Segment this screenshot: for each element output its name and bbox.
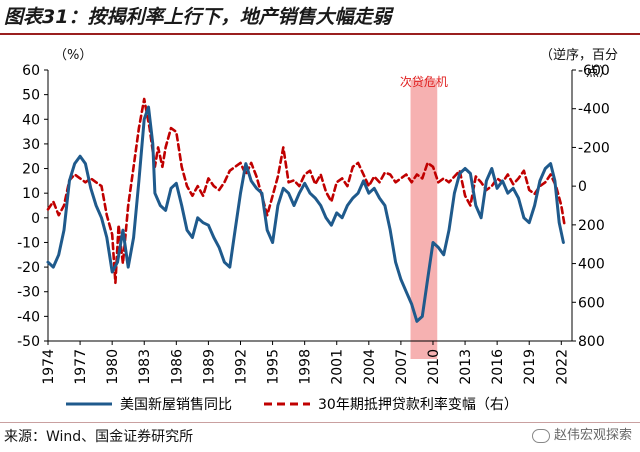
right-axis-unit-line1: （逆序，百分	[540, 48, 619, 63]
right-tick-label: 400	[578, 257, 605, 273]
source-note: 来源：Wind、国金证券研究所	[4, 429, 194, 445]
series-line-mortgage-rate	[46, 97, 566, 285]
right-tick-label: 600	[578, 295, 605, 311]
left-axis-unit: （%）	[54, 48, 93, 63]
x-tick-label: 2001	[330, 349, 346, 385]
watermark-text: 赵伟宏观探索	[553, 428, 632, 443]
left-tick-label: 50	[22, 88, 40, 104]
x-tick-label: 1989	[201, 349, 217, 385]
left-tick-label: 40	[22, 112, 40, 128]
left-tick-label: 10	[22, 186, 40, 202]
annotation-label: 次贷危机	[400, 75, 448, 89]
left-tick-label: 20	[22, 162, 40, 178]
left-tick-label: -20	[17, 260, 40, 276]
right-tick-label: 800	[578, 334, 605, 350]
x-tick-label: 1986	[169, 349, 185, 385]
right-tick-label: -200	[578, 140, 610, 156]
page-title: 图表31：按揭利率上行下，地产销售大幅走弱	[4, 6, 392, 28]
x-tick-label: 1983	[137, 349, 153, 385]
series-line-new-home-sales	[46, 105, 565, 323]
legend-label-rate: 30年期抵押贷款利率变幅（右）	[318, 396, 518, 413]
legend-label-sales: 美国新屋销售同比	[120, 397, 232, 413]
left-tick-label: 0	[31, 211, 40, 227]
x-tick-label: 2022	[554, 349, 570, 385]
left-tick-label: 30	[22, 137, 40, 153]
left-tick-label: -30	[17, 285, 40, 301]
watermark: 赵伟宏观探索	[531, 424, 632, 443]
x-tick-label: 1977	[73, 349, 89, 385]
left-tick-label: -50	[17, 334, 40, 350]
x-tick-label: 2019	[522, 349, 538, 385]
x-tick-label: 1995	[266, 349, 282, 385]
x-tick-label: 2007	[394, 349, 410, 385]
x-tick-label: 1992	[233, 349, 249, 385]
left-tick-label: -40	[17, 309, 40, 325]
right-tick-label: -600	[578, 63, 610, 79]
wechat-icon	[531, 428, 550, 443]
title-divider	[0, 33, 640, 35]
x-tick-label: 1974	[41, 349, 57, 385]
right-tick-label: -400	[578, 102, 610, 118]
left-tick-label: 60	[22, 63, 40, 79]
right-axis-unit-line2: 点）	[586, 65, 613, 80]
x-tick-label: 2004	[362, 349, 378, 385]
source-divider	[0, 422, 640, 423]
x-tick-label: 2016	[490, 349, 506, 385]
x-tick-label: 1980	[105, 349, 121, 385]
x-tick-label: 2013	[458, 349, 474, 385]
x-tick-label: 1998	[298, 349, 314, 385]
left-tick-label: -10	[17, 235, 40, 251]
x-tick-label: 2010	[426, 349, 442, 385]
right-tick-label: 200	[578, 218, 605, 234]
right-tick-label: 0	[578, 179, 587, 195]
